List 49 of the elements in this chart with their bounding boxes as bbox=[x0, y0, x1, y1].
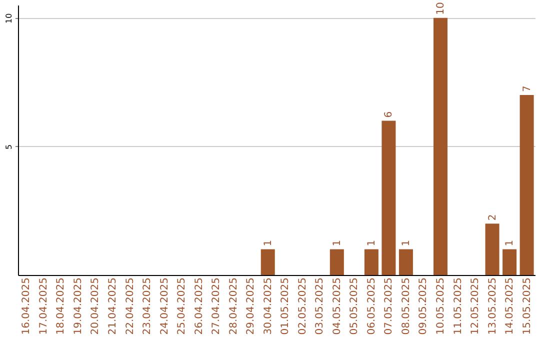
x-tick-label: 05.05.2025 bbox=[349, 278, 360, 335]
x-tick-label: 22.04.2025 bbox=[124, 278, 136, 335]
x-tick-label: 16.04.2025 bbox=[21, 278, 32, 335]
data-label: 1 bbox=[262, 240, 274, 246]
data-label: 1 bbox=[400, 240, 412, 246]
data-label: 6 bbox=[384, 111, 395, 118]
x-tick-label: 14.05.2025 bbox=[504, 278, 516, 335]
bar bbox=[433, 18, 448, 275]
x-tick-label: 29.04.2025 bbox=[246, 278, 257, 335]
x-tick-label: 07.05.2025 bbox=[384, 278, 395, 335]
data-label: 10 bbox=[435, 2, 446, 15]
x-tick-label: 09.05.2025 bbox=[418, 278, 430, 335]
x-tick-label: 18.04.2025 bbox=[56, 278, 67, 335]
bar bbox=[485, 224, 500, 275]
bar bbox=[364, 249, 378, 275]
x-tick-label: 17.04.2025 bbox=[38, 278, 50, 335]
x-tick-label: 21.04.2025 bbox=[108, 278, 119, 335]
x-tick-label: 02.05.2025 bbox=[297, 278, 308, 335]
x-tick-label: 20.04.2025 bbox=[90, 278, 102, 335]
bar bbox=[382, 120, 396, 275]
data-label: 1 bbox=[504, 240, 516, 246]
x-tick-label: 06.05.2025 bbox=[366, 278, 378, 335]
bar bbox=[330, 249, 344, 275]
x-tick-label: 10.05.2025 bbox=[435, 278, 446, 335]
data-label: 1 bbox=[332, 240, 343, 246]
x-tick-label: 23.04.2025 bbox=[142, 278, 154, 335]
y-tick-label: 5 bbox=[4, 144, 14, 150]
data-label: 2 bbox=[487, 214, 498, 221]
x-tick-label: 03.05.2025 bbox=[314, 278, 326, 335]
x-tick-label: 27.04.2025 bbox=[211, 278, 222, 335]
x-tick-label: 28.04.2025 bbox=[228, 278, 240, 335]
x-tick-label: 12.05.2025 bbox=[470, 278, 482, 335]
x-tick-label: 25.04.2025 bbox=[176, 278, 188, 335]
x-tick-label: 19.04.2025 bbox=[72, 278, 84, 335]
x-tick-label: 13.05.2025 bbox=[487, 278, 498, 335]
bar bbox=[398, 249, 413, 275]
bar bbox=[520, 95, 534, 275]
x-tick-label: 15.05.2025 bbox=[522, 278, 533, 335]
bar bbox=[502, 249, 517, 275]
x-tick-label: 30.04.2025 bbox=[262, 278, 274, 335]
data-label: 1 bbox=[366, 240, 378, 246]
x-tick-label: 08.05.2025 bbox=[400, 278, 412, 335]
x-tick-label: 11.05.2025 bbox=[452, 278, 464, 335]
data-label: 7 bbox=[522, 86, 533, 92]
bar bbox=[260, 249, 275, 275]
x-tick-label: 01.05.2025 bbox=[280, 278, 292, 335]
x-tick-label: 26.04.2025 bbox=[194, 278, 205, 335]
x-tick-label: 24.04.2025 bbox=[159, 278, 170, 335]
x-tick-label: 04.05.2025 bbox=[332, 278, 343, 335]
